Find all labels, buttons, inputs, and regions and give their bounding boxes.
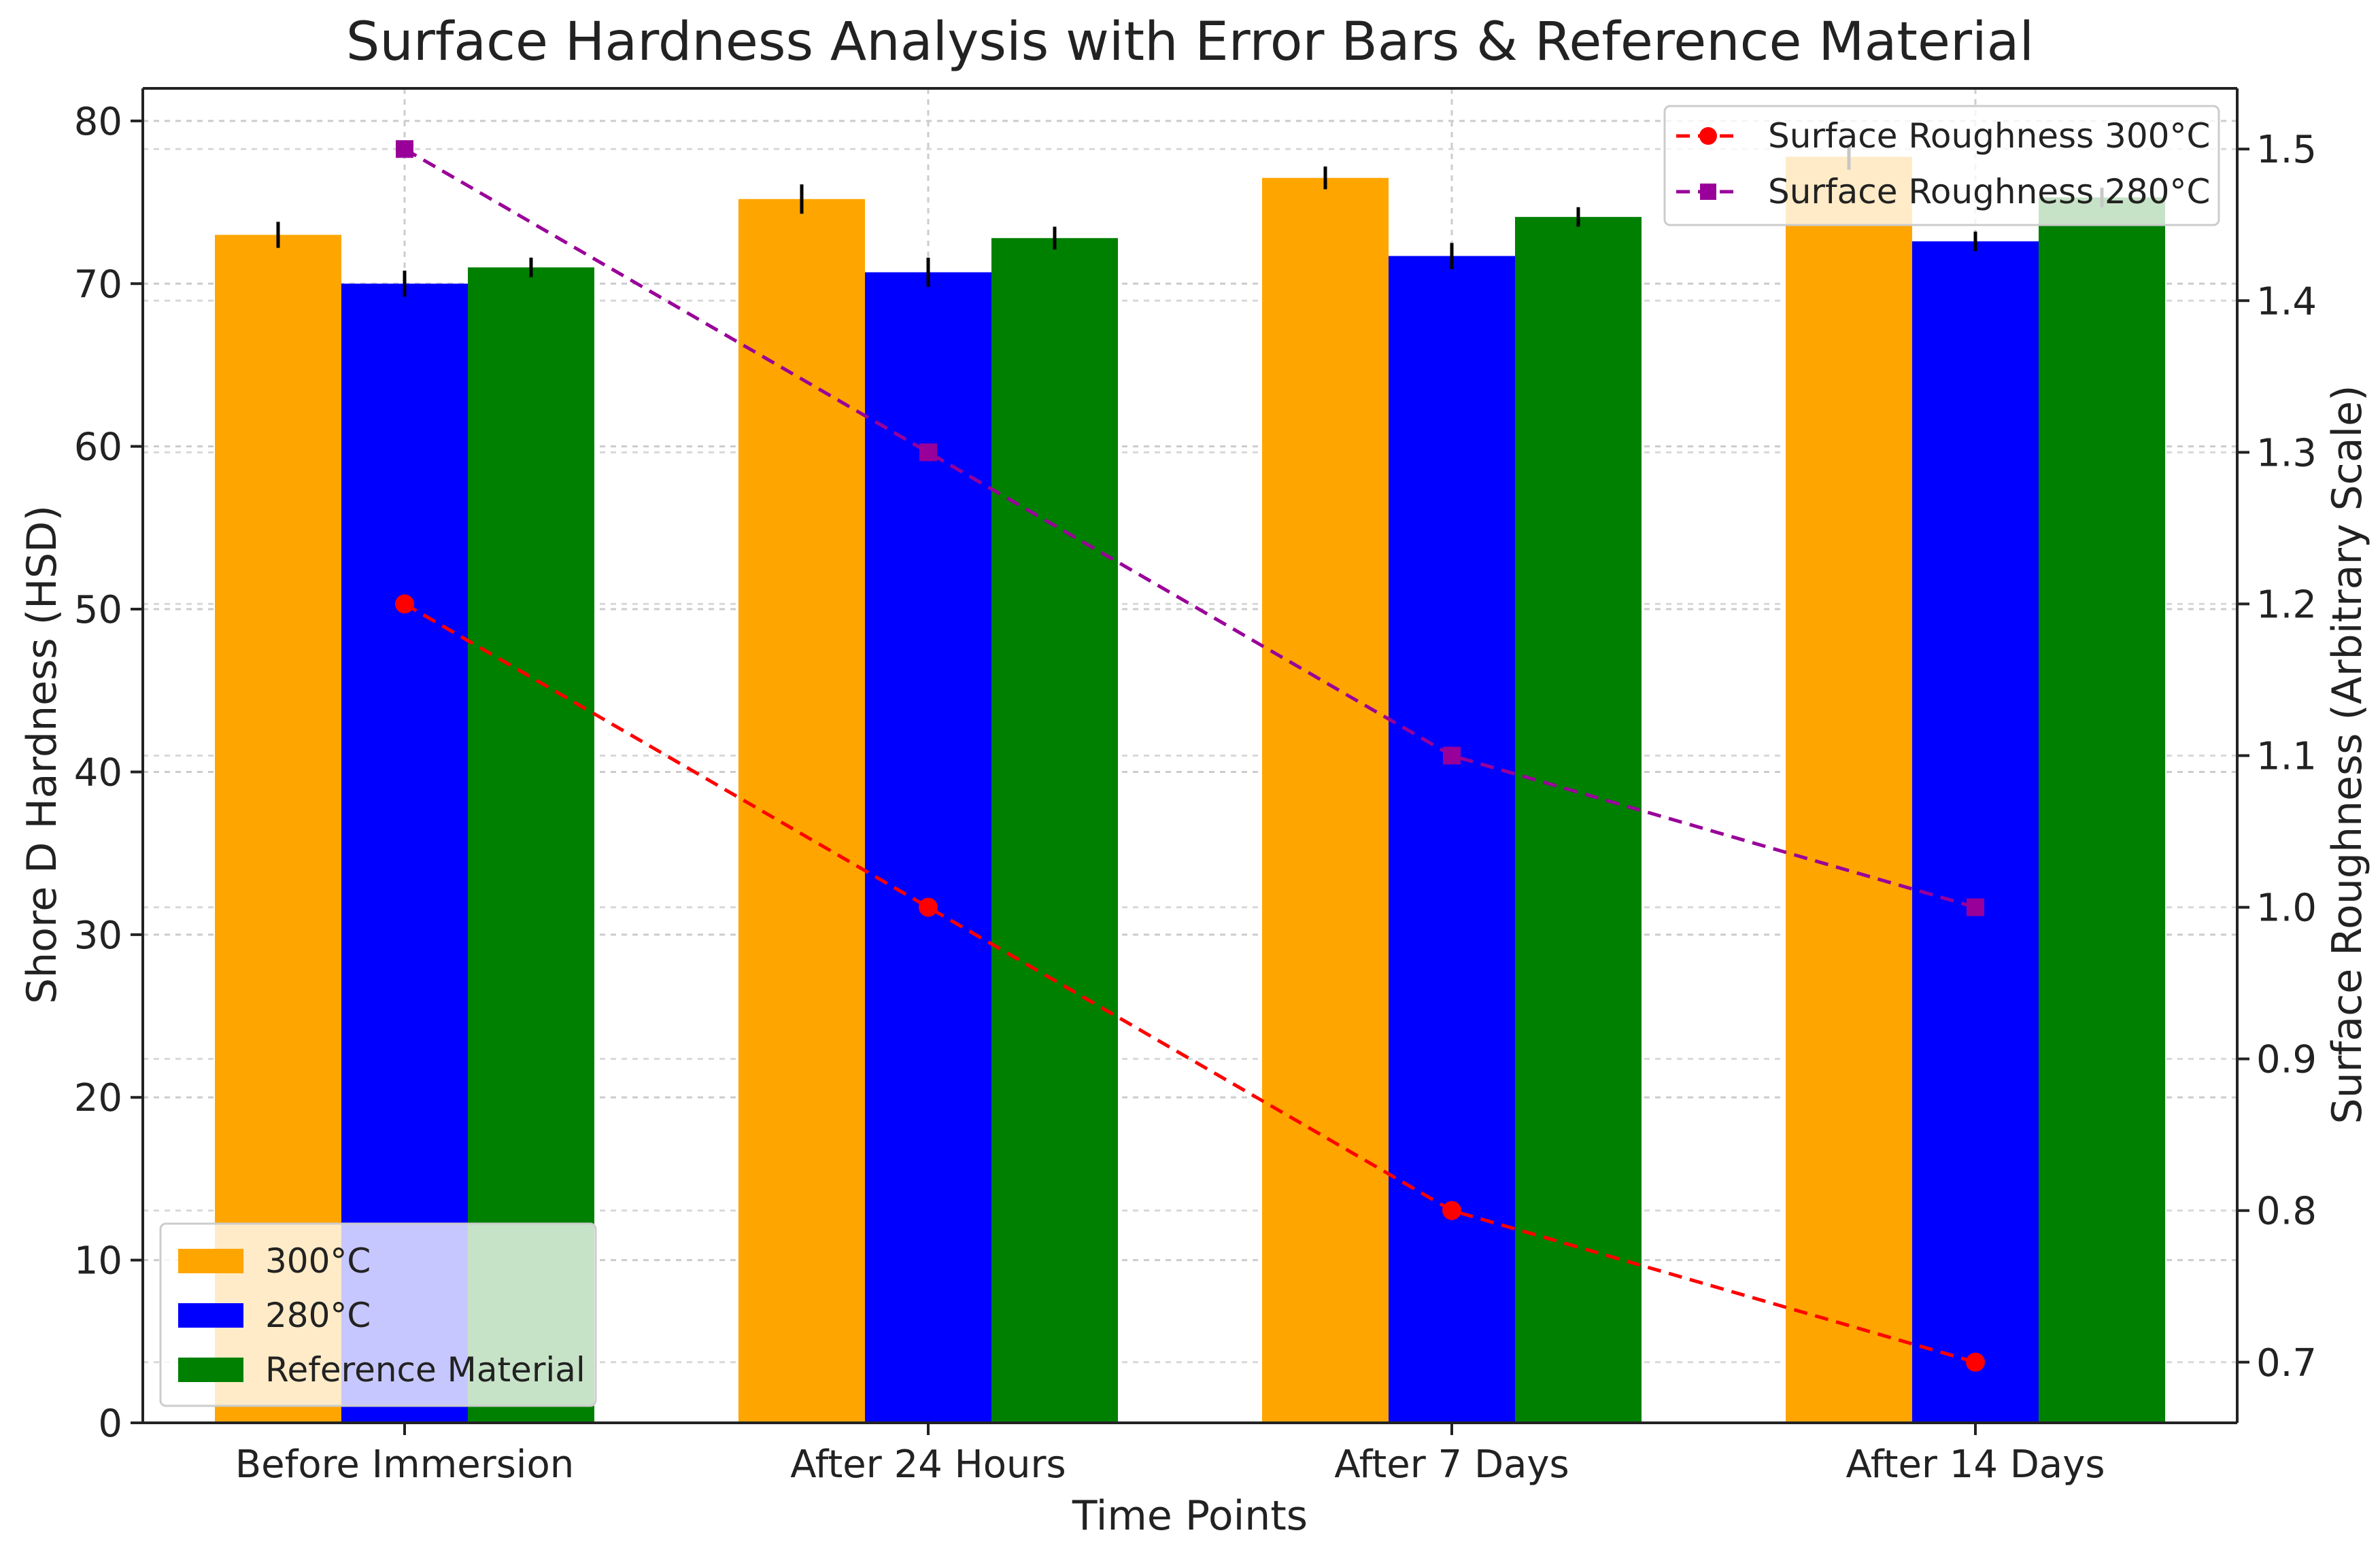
roughness-lines	[395, 140, 1985, 1372]
bar	[1786, 156, 1912, 1423]
y2-tick-label: 0.8	[2256, 1190, 2317, 1234]
legend-label: Surface Roughness 300°C	[1768, 116, 2210, 156]
y-tick-label: 60	[74, 426, 122, 470]
y2-tick-label: 1.1	[2256, 735, 2317, 779]
tick-labels: 0 10 20 30 40 50 60 70 80 0.7 0.8 0.9 1.0 1.1 1.2 1.3 1.…	[74, 100, 2317, 1487]
line-point	[1966, 1352, 1985, 1372]
legend-swatch	[178, 1358, 243, 1382]
y-tick-label: 40	[74, 751, 122, 795]
legend-box	[159, 1222, 597, 1407]
line-point	[1443, 746, 1461, 765]
legend-bars: 300°C 280°C Reference Material	[159, 1222, 597, 1407]
legend-marker	[1699, 127, 1717, 145]
y-tick-label: 50	[74, 588, 122, 632]
legend-swatch	[178, 1303, 243, 1328]
x-tick-label: After 14 Days	[1846, 1443, 2105, 1487]
legend-lines: Surface Roughness 300°C Surface Roughness…	[1663, 105, 2220, 226]
chart-title: Surface Hardness Analysis with Error Bar…	[346, 12, 2034, 73]
y2-tick-label: 1.3	[2256, 431, 2317, 475]
bar	[1389, 256, 1515, 1423]
y2-tick-label: 1.4	[2256, 279, 2317, 324]
y-tick-label: 30	[74, 914, 122, 958]
y-tick-label: 10	[74, 1239, 122, 1283]
y-axis-label: Shore D Hardness (HSD)	[18, 505, 66, 1004]
y-tick-label: 80	[74, 100, 122, 144]
line-series	[403, 602, 1976, 1364]
axes	[131, 87, 2249, 1435]
bar	[1262, 177, 1389, 1423]
legend-swatch	[178, 1249, 243, 1273]
y-tick-label: 70	[74, 262, 122, 307]
bar	[1912, 241, 2039, 1423]
y2-tick-label: 1.0	[2256, 886, 2317, 931]
y2-axis-label: Surface Roughness (Arbitrary Scale)	[2324, 385, 2371, 1124]
line-point	[396, 140, 413, 158]
bar	[865, 272, 991, 1423]
y2-tick-label: 0.7	[2256, 1341, 2317, 1385]
line-point	[1442, 1201, 1461, 1220]
legend-marker	[1700, 184, 1716, 200]
line-series	[403, 148, 1976, 909]
bar	[738, 199, 865, 1423]
x-axis-label: Time Points	[1072, 1492, 1308, 1540]
line-point	[919, 443, 937, 462]
bar	[991, 238, 1118, 1423]
y-tick-label: 0	[98, 1402, 122, 1446]
line-point	[919, 897, 938, 917]
bar	[1515, 217, 1642, 1423]
bar	[2039, 197, 2165, 1423]
x-tick-label: After 7 Days	[1334, 1443, 1569, 1487]
y-tick-label: 20	[74, 1076, 122, 1120]
x-tick-label: Before Immersion	[235, 1443, 574, 1487]
y2-tick-label: 0.9	[2256, 1038, 2317, 1082]
y2-tick-label: 1.2	[2256, 583, 2317, 627]
legend-box	[1663, 105, 2220, 226]
legend-label: 300°C	[265, 1241, 371, 1281]
legend-label: Reference Material	[265, 1350, 585, 1390]
line-point	[395, 594, 414, 614]
x-tick-label: After 24 Hours	[790, 1443, 1066, 1487]
legend-label: 280°C	[265, 1296, 371, 1335]
legend-label: Surface Roughness 280°C	[1768, 172, 2210, 211]
y2-tick-label: 1.5	[2256, 128, 2317, 172]
line-point	[1967, 898, 1984, 916]
